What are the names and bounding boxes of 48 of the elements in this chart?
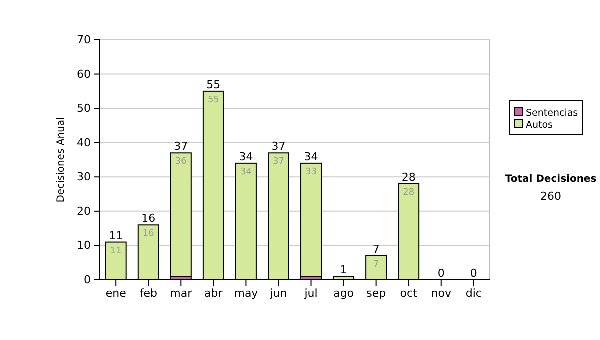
y-tick-label: 60 bbox=[77, 68, 91, 81]
data-label: 16 bbox=[142, 229, 155, 240]
data-label: 28 bbox=[403, 188, 415, 198]
y-tick-label: 20 bbox=[77, 204, 91, 218]
total-label: 16 bbox=[142, 212, 156, 226]
y-axis-title: Decisiones Anual bbox=[56, 117, 67, 203]
text: 260 bbox=[540, 190, 562, 203]
y-tick-label: 30 bbox=[77, 170, 91, 184]
bar bbox=[170, 152, 192, 278]
data-label: 7 bbox=[373, 260, 380, 270]
total-label: 37 bbox=[174, 140, 188, 154]
x-tick-label: abr bbox=[204, 286, 224, 300]
x-tick-label: ene bbox=[106, 286, 127, 300]
total-label: 0 bbox=[438, 267, 445, 280]
total-label: 7 bbox=[372, 243, 380, 256]
total-label: 34 bbox=[239, 150, 254, 164]
y-tick-label: 40 bbox=[77, 136, 91, 150]
total-label: 55 bbox=[206, 78, 221, 92]
legend-label: Autos bbox=[526, 120, 554, 131]
text: Total Decisiones bbox=[505, 174, 597, 185]
data-label: 36 bbox=[175, 157, 188, 168]
y-tick-label: 50 bbox=[77, 102, 91, 116]
data-label: 34 bbox=[240, 167, 252, 178]
y-tick-label: 0 bbox=[84, 274, 91, 287]
x-tick-label: ago bbox=[334, 286, 354, 300]
total-label: 0 bbox=[470, 267, 478, 280]
y-tick-label: 70 bbox=[77, 34, 91, 47]
data-label: 11 bbox=[110, 246, 122, 256]
x-tick-label: jun bbox=[269, 286, 288, 300]
total-label: 37 bbox=[272, 140, 286, 154]
total-label: 34 bbox=[304, 150, 318, 164]
x-tick-label: may bbox=[234, 286, 259, 300]
total-label: 11 bbox=[109, 229, 124, 242]
x-tick-label: nov bbox=[431, 286, 452, 300]
data-label: 55 bbox=[208, 95, 220, 106]
total-label: 28 bbox=[402, 171, 416, 184]
data-label: 37 bbox=[273, 157, 284, 168]
x-tick-label: sep bbox=[366, 286, 386, 300]
x-tick-label: jul bbox=[304, 286, 318, 300]
data-label: 33 bbox=[306, 167, 317, 178]
x-tick-label: feb bbox=[140, 286, 158, 300]
y-tick-label: 10 bbox=[77, 239, 91, 252]
bar bbox=[300, 162, 322, 278]
legend-label: Sentencias bbox=[526, 108, 578, 119]
x-tick-label: mar bbox=[170, 286, 193, 300]
x-tick-label: oct bbox=[400, 286, 418, 300]
x-tick-label: dic bbox=[466, 286, 482, 300]
total-label: 1 bbox=[340, 264, 348, 277]
